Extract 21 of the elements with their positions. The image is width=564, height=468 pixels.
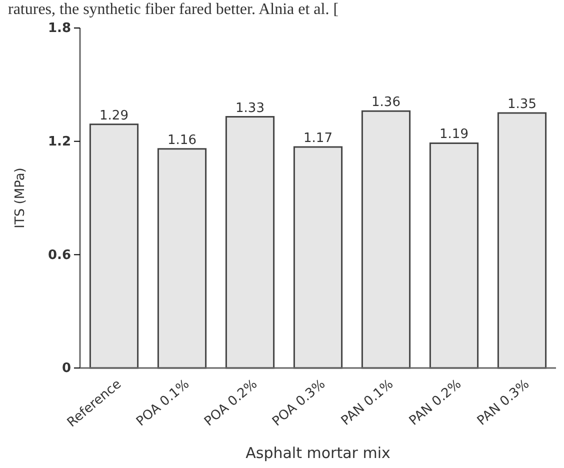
bar xyxy=(497,112,547,369)
data-label: 1.36 xyxy=(372,95,400,110)
data-label: 1.17 xyxy=(304,131,332,146)
bar xyxy=(361,110,411,369)
y-tick-label: 1.8 xyxy=(48,21,71,36)
y-tick-label: 0 xyxy=(62,361,71,376)
bar xyxy=(293,146,343,369)
bar xyxy=(429,142,479,369)
data-label: 1.33 xyxy=(236,100,264,116)
data-label: 1.16 xyxy=(168,132,196,148)
x-axis-title: Asphalt mortar mix xyxy=(246,444,390,462)
y-tick-label: 0.6 xyxy=(48,248,71,263)
data-label: 1.35 xyxy=(508,97,536,112)
bar xyxy=(225,116,275,369)
bar xyxy=(157,148,207,369)
y-axis-title: ITS (MPa) xyxy=(13,168,28,228)
data-label: 1.29 xyxy=(100,108,128,124)
bar xyxy=(89,124,139,369)
text: ratures, the synthetic fiber fared better. Alnia et al. [ xyxy=(8,1,339,18)
data-label: 1.19 xyxy=(440,127,468,142)
y-tick-label: 1.2 xyxy=(48,134,71,150)
